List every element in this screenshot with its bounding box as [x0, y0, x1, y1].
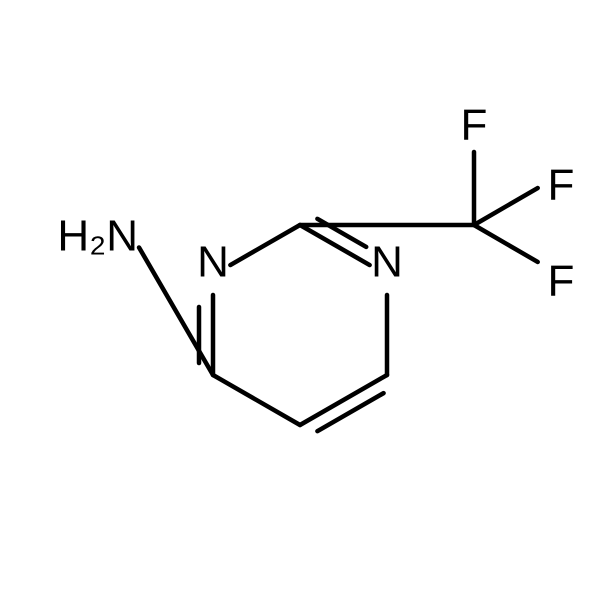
atom-label-F_lower_right: F	[548, 257, 575, 306]
chemical-structure-diagram: NNH₂NFFF	[0, 0, 600, 600]
atom-label-F_top: F	[461, 101, 488, 150]
atom-label-N_right: N	[371, 238, 403, 287]
atom-label-N_amine: H₂N	[57, 212, 138, 261]
atom-label-F_upper_right: F	[548, 161, 575, 210]
atom-label-N_upper_left: N	[197, 238, 229, 287]
